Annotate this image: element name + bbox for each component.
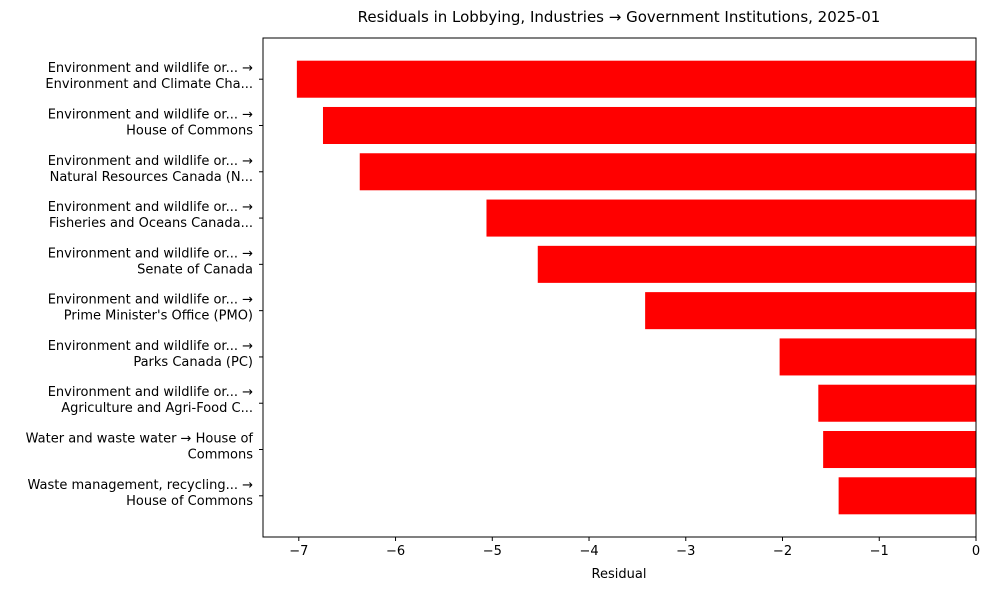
y-tick-label: Environment and wildlife or... → Natural …: [48, 154, 253, 185]
y-tick-label: Environment and wildlife or... → House of…: [48, 107, 254, 138]
y-tick-label: Environment and wildlife or... → Parks Ca…: [48, 339, 253, 370]
chart-title: Residuals in Lobbying, Industries → Gove…: [358, 8, 881, 26]
y-tick-label-line: Environment and wildlife or... →: [48, 293, 253, 308]
bar: [537, 245, 976, 283]
x-tick-label: −2: [773, 544, 792, 559]
y-tick-label-line: Fisheries and Oceans Canada...: [49, 216, 253, 231]
bar: [779, 338, 976, 376]
y-tick-label-line: Environment and wildlife or... →: [48, 246, 253, 261]
y-tick-label-line: Environment and wildlife or... →: [48, 61, 253, 76]
x-tick-label: −3: [676, 544, 695, 559]
y-tick-label: Environment and wildlife or... → Senate o…: [48, 246, 253, 277]
x-tick-label: −1: [870, 544, 889, 559]
y-tick-label: Waste management, recycling... → House of…: [27, 478, 253, 509]
y-tick-label-line: Environment and wildlife or... →: [48, 154, 253, 169]
y-tick-label-line: Senate of Canada: [137, 262, 253, 277]
y-tick-label: Water and waste water → House of Commons: [26, 432, 254, 463]
x-tick-label: −4: [579, 544, 598, 559]
y-tick-label-line: Water and waste water → House of: [26, 432, 254, 447]
y-tick-label-line: Environment and wildlife or... →: [48, 200, 253, 215]
y-tick-label-line: Natural Resources Canada (N...: [50, 170, 253, 185]
bar: [296, 60, 976, 98]
bar: [645, 292, 976, 330]
y-tick-label-line: Environment and wildlife or... →: [48, 385, 253, 400]
y-tick-label-line: Commons: [188, 448, 254, 463]
y-tick-label-line: Environment and Climate Cha...: [45, 77, 253, 92]
y-tick-label-line: House of Commons: [126, 494, 253, 509]
y-tick-label-line: Environment and wildlife or... →: [48, 107, 253, 122]
x-tick-label: −5: [483, 544, 502, 559]
y-tick-label-line: Prime Minister's Office (PMO): [64, 309, 253, 324]
y-tick-label: Environment and wildlife or... → Environm…: [45, 61, 253, 92]
bar: [322, 106, 976, 145]
y-tick-label: Environment and wildlife or... → Fisherie…: [48, 200, 253, 231]
x-tick-label: −7: [289, 544, 308, 559]
bar: [838, 477, 976, 515]
y-tick-label-line: Parks Canada (PC): [133, 355, 253, 370]
y-tick-label-line: Environment and wildlife or... →: [48, 339, 253, 354]
x-tick-label: 0: [972, 544, 980, 559]
x-axis-label: Residual: [592, 567, 647, 582]
plot-frame: [262, 37, 977, 538]
bar: [823, 430, 976, 469]
y-tick-label-line: Agriculture and Agri-Food C...: [61, 401, 253, 416]
x-tick-label: −6: [386, 544, 405, 559]
y-tick-label: Environment and wildlife or... → Agricult…: [48, 385, 253, 416]
bar: [818, 384, 976, 422]
y-tick-label: Environment and wildlife or... → Prime Mi…: [48, 293, 253, 324]
y-tick-label-line: House of Commons: [126, 123, 253, 138]
bar: [486, 199, 976, 237]
bar: [359, 153, 977, 191]
y-tick-label-line: Waste management, recycling... →: [27, 478, 253, 493]
